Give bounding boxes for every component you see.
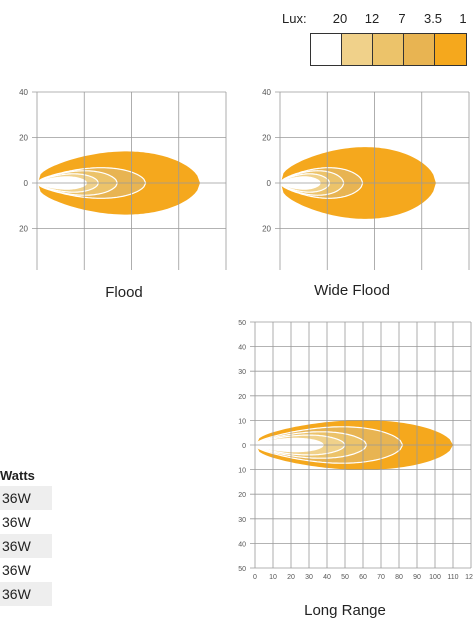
legend-swatch-7	[373, 34, 404, 65]
y-tick-label: 20	[19, 134, 28, 143]
x-tick-label: 90	[413, 574, 421, 581]
x-tick-label: 60	[359, 574, 367, 581]
y-tick-label: 20	[238, 394, 246, 401]
y-tick-label: 10	[238, 418, 246, 425]
y-tick-label: 30	[238, 517, 246, 524]
y-tick-label: 50	[238, 566, 246, 573]
legend-label-12: 12	[364, 11, 380, 26]
watts-table: Watts 36W 36W 36W 36W 36W	[0, 466, 52, 606]
legend-swatch-20	[311, 34, 342, 65]
x-tick-label: 70	[377, 574, 385, 581]
y-tick-label: 20	[262, 225, 271, 234]
wide-flood-chart: 020406080402002040	[262, 88, 470, 270]
table-row: 36W	[0, 486, 52, 510]
x-tick-label: 110	[447, 574, 458, 581]
y-tick-label: 40	[238, 345, 246, 352]
x-tick-label: 30	[305, 574, 313, 581]
legend-swatch-3-5	[404, 34, 435, 65]
legend-label-7: 7	[398, 11, 406, 26]
y-tick-label: 40	[19, 88, 28, 97]
table-row: 36W	[2, 514, 31, 530]
legend-label-3-5: 3.5	[423, 11, 443, 26]
table-row: 36W	[0, 534, 52, 558]
x-tick-label: 20	[287, 574, 295, 581]
x-tick-label: 120	[465, 574, 473, 581]
x-tick-label: 10	[269, 574, 277, 581]
y-tick-label: 40	[262, 88, 271, 97]
table-row: 36W	[0, 582, 52, 606]
y-tick-label: 20	[262, 134, 271, 143]
legend-title: Lux:	[282, 11, 307, 26]
long-range-caption: Long Range	[304, 602, 386, 619]
x-tick-label: 80	[395, 574, 403, 581]
y-tick-label: 0	[267, 179, 272, 188]
flood-chart: 020406080402002040	[19, 88, 227, 270]
y-tick-label: 20	[19, 225, 28, 234]
y-tick-label: 50	[238, 320, 246, 327]
flood-caption: Flood	[105, 284, 143, 301]
long-range-chart: 0102030405060708090100110120504030201001…	[238, 320, 473, 581]
x-tick-label: 40	[323, 574, 331, 581]
y-tick-label: 0	[242, 443, 246, 450]
y-tick-label: 0	[24, 179, 29, 188]
watts-header: Watts	[0, 468, 35, 483]
table-row: 36W	[2, 562, 31, 578]
wide-flood-caption: Wide Flood	[314, 282, 390, 299]
legend-swatches	[310, 33, 467, 66]
x-tick-label: 50	[341, 574, 349, 581]
y-tick-label: 20	[238, 492, 246, 499]
y-tick-label: 40	[238, 541, 246, 548]
y-tick-label: 30	[238, 369, 246, 376]
legend-label-20: 20	[332, 11, 348, 26]
y-tick-label: 10	[238, 468, 246, 475]
x-tick-label: 0	[253, 574, 257, 581]
legend-swatch-1	[435, 34, 466, 65]
legend-label-1: 1	[459, 11, 467, 26]
x-tick-label: 100	[429, 574, 441, 581]
legend-swatch-12	[342, 34, 373, 65]
